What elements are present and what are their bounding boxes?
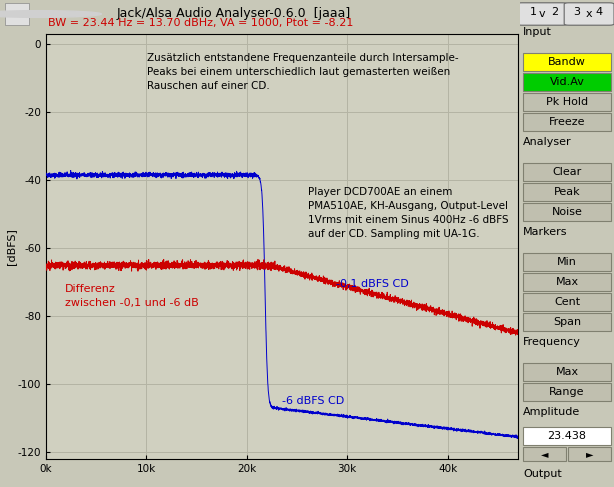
- Text: BW = 23.44 Hz = 13.70 dBHz, VA = 1000, Ptot = -8.21: BW = 23.44 Hz = 13.70 dBHz, VA = 1000, P…: [49, 18, 354, 28]
- Bar: [523, 273, 611, 291]
- Text: -6 dBFS CD: -6 dBFS CD: [282, 396, 344, 406]
- Text: Markers: Markers: [523, 227, 567, 237]
- Text: Clear: Clear: [553, 167, 581, 177]
- Text: Output: Output: [523, 469, 562, 479]
- Bar: [589, 3, 609, 21]
- Bar: [567, 3, 587, 21]
- Bar: [523, 183, 611, 201]
- Text: v: v: [538, 9, 545, 19]
- Text: Range: Range: [550, 387, 585, 397]
- FancyBboxPatch shape: [517, 3, 567, 25]
- Text: 4: 4: [596, 7, 602, 17]
- Text: Frequency: Frequency: [523, 337, 581, 347]
- Text: Zusätzlich entstandene Frequenzanteile durch Intersample-
Peaks bei einem unters: Zusätzlich entstandene Frequenzanteile d…: [147, 53, 459, 91]
- Bar: [523, 113, 611, 131]
- FancyBboxPatch shape: [564, 3, 614, 25]
- Bar: [523, 93, 611, 111]
- Text: Min: Min: [557, 257, 577, 267]
- Bar: [523, 293, 611, 311]
- Text: Vid.Av: Vid.Av: [550, 77, 585, 87]
- Bar: [523, 383, 611, 401]
- Text: -0,1 dBFS CD: -0,1 dBFS CD: [336, 279, 409, 289]
- Text: 3: 3: [573, 7, 580, 17]
- Bar: [523, 3, 543, 21]
- Bar: [523, 313, 611, 331]
- Text: Bandw: Bandw: [548, 57, 586, 67]
- Bar: [523, 253, 611, 271]
- Text: Freeze: Freeze: [549, 117, 585, 127]
- Text: Noise: Noise: [551, 207, 583, 217]
- Bar: [523, 427, 611, 445]
- Text: Max: Max: [556, 367, 578, 377]
- Bar: [523, 447, 566, 461]
- Text: ►: ►: [586, 449, 593, 459]
- Bar: [5, 3, 29, 25]
- Text: Amplitude: Amplitude: [523, 407, 580, 417]
- Text: Analyser: Analyser: [523, 137, 572, 147]
- Text: Pk Hold: Pk Hold: [546, 97, 588, 107]
- Text: x: x: [586, 9, 593, 19]
- Text: Cent: Cent: [554, 297, 580, 307]
- Bar: [523, 53, 611, 71]
- Text: ◄: ◄: [541, 449, 548, 459]
- Bar: [568, 447, 611, 461]
- Y-axis label: [dBFS]: [dBFS]: [6, 228, 16, 265]
- Text: 23.438: 23.438: [548, 431, 586, 441]
- Text: Max: Max: [556, 277, 578, 287]
- Text: Differenz
zwischen -0,1 und -6 dB: Differenz zwischen -0,1 und -6 dB: [65, 284, 199, 308]
- Text: Peak: Peak: [554, 187, 580, 197]
- Bar: [523, 73, 611, 91]
- Bar: [523, 203, 611, 221]
- Text: 2: 2: [551, 7, 559, 17]
- Text: Player DCD700AE an einem
PMA510AE, KH-Ausgang, Output-Level
1Vrms mit einem Sinu: Player DCD700AE an einem PMA510AE, KH-Au…: [308, 187, 508, 239]
- Text: Span: Span: [553, 317, 581, 327]
- Bar: [523, 163, 611, 181]
- Text: Input: Input: [523, 27, 552, 37]
- Text: 1: 1: [529, 7, 537, 17]
- Bar: [523, 363, 611, 381]
- Text: Jack/Alsa Audio Analyser-0.6.0  [jaaa]: Jack/Alsa Audio Analyser-0.6.0 [jaaa]: [117, 7, 351, 20]
- Bar: [545, 3, 565, 21]
- Circle shape: [0, 11, 101, 18]
